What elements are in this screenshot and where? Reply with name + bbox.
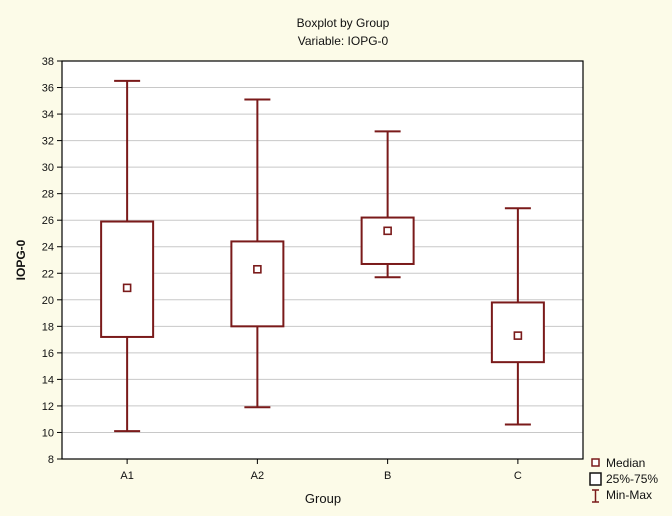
y-tick-label: 28: [42, 189, 54, 201]
median-marker: [383, 226, 392, 236]
y-tick-label: 18: [42, 321, 54, 333]
y-tick-label: 20: [42, 295, 54, 307]
legend: Median 25%-75% Min-Max: [589, 456, 658, 503]
legend-median-marker: [591, 458, 600, 467]
legend-range-marker: [592, 489, 599, 503]
box-group-a1: [100, 79, 155, 433]
median-marker: [253, 264, 262, 274]
legend-iqr-marker: [589, 472, 602, 486]
y-tick-label: 8: [48, 454, 54, 466]
box-group-a2: [230, 98, 285, 409]
y-tick-label: 30: [42, 162, 54, 174]
y-axis-ticks: 8 10 12 14 16 18 20 22 24 26 28 30 32 34 36 38: [42, 56, 62, 466]
box-group-c: [490, 207, 545, 426]
x-tick-label: C: [514, 470, 522, 482]
x-tick-label: B: [384, 470, 391, 482]
y-tick-label: 24: [42, 242, 54, 254]
iqr-box: [360, 216, 415, 265]
y-tick-label: 14: [42, 374, 54, 386]
legend-range-label: Min-Max: [606, 488, 652, 502]
y-tick-label: 10: [42, 427, 54, 439]
x-axis-label: Group: [305, 491, 341, 506]
x-tick-label: A2: [251, 470, 264, 482]
iqr-box: [230, 240, 285, 328]
chart-title: Boxplot by Group: [297, 16, 390, 30]
x-tick-label: A1: [120, 470, 133, 482]
median-marker: [122, 283, 132, 293]
plot-border: [61, 60, 584, 460]
median-marker: [513, 331, 523, 340]
y-tick-label: 32: [42, 136, 54, 148]
chart-subtitle: Variable: IOPG-0: [298, 34, 389, 48]
iqr-box: [100, 220, 155, 338]
y-tick-label: 34: [42, 109, 54, 121]
box-group-b: [360, 130, 415, 279]
legend-iqr-label: 25%-75%: [606, 472, 658, 486]
y-tick-label: 38: [42, 56, 54, 68]
x-axis-ticks: A1 A2 B C: [120, 459, 522, 482]
y-tick-label: 36: [42, 83, 54, 95]
y-tick-label: 12: [42, 401, 54, 413]
boxes: [100, 79, 545, 433]
legend-median-label: Median: [606, 456, 645, 470]
y-tick-label: 16: [42, 348, 54, 360]
y-axis-label: IOPG-0: [14, 239, 28, 280]
y-tick-label: 22: [42, 268, 54, 280]
y-tick-label: 26: [42, 215, 54, 227]
